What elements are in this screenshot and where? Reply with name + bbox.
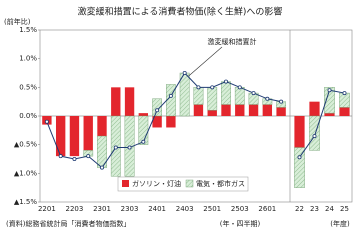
line-marker [141, 139, 146, 144]
line-marker [168, 93, 173, 98]
x-tick-label: 2401 [148, 205, 166, 213]
x-tick-label: 2303 [121, 205, 139, 213]
bar [152, 98, 162, 117]
bar [111, 87, 121, 116]
y-axis-label: (前年比) [4, 17, 31, 26]
annotation-arrow [188, 46, 223, 77]
bar [124, 87, 135, 116]
line [46, 72, 282, 169]
line [299, 89, 345, 158]
line-marker [327, 88, 332, 93]
source-note: (資料)総務省統計局「消費者物価指数」 [6, 219, 130, 228]
bar [294, 116, 305, 148]
line-marker [279, 99, 284, 104]
x-tick-label: 2601 [258, 205, 276, 213]
x-unit-label: (年度) [330, 219, 350, 228]
bar [69, 116, 80, 157]
bar [193, 87, 204, 105]
annotation: 激変緩和措置計 [208, 37, 257, 46]
x-unit-label: (年・四半期) [220, 219, 261, 228]
y-tick-label: 1.5% [19, 26, 37, 34]
bar [294, 147, 305, 188]
legend-label: ガソリン・灯油 [132, 179, 181, 188]
bar [339, 107, 350, 116]
x-tick-label: 2503 [231, 205, 249, 213]
y-tick-label: 1.0% [19, 55, 37, 63]
bar [138, 113, 149, 116]
bar [324, 87, 335, 114]
bar [309, 115, 320, 151]
x-tick-label: 23 [310, 205, 319, 213]
y-tick-label: 0.5% [19, 83, 37, 91]
bar [193, 104, 204, 116]
y-tick-label: ▲1.0% [14, 169, 38, 177]
line-marker [342, 91, 347, 96]
bar [207, 87, 218, 111]
x-tick-label: 2203 [66, 205, 84, 213]
bar [309, 101, 320, 116]
bar [152, 116, 162, 128]
x-tick-label: 2403 [176, 205, 194, 213]
line-marker [237, 85, 242, 90]
bar [234, 87, 245, 105]
bar [221, 104, 231, 116]
x-tick-label: 25 [340, 205, 349, 213]
line-marker [86, 154, 91, 159]
x-tick-label: 22 [295, 205, 304, 213]
bar [97, 116, 107, 137]
x-tick-label: 2301 [93, 205, 111, 213]
legend-swatch [122, 180, 129, 187]
x-tick-label: 2201 [38, 205, 56, 213]
line-marker [44, 119, 49, 124]
line-marker [155, 108, 160, 113]
line-marker [223, 79, 228, 84]
line-marker [127, 145, 132, 150]
bar [262, 104, 273, 116]
bar [83, 116, 93, 151]
line-marker [113, 145, 118, 150]
bar [55, 116, 66, 157]
line-marker [196, 85, 201, 90]
bar [276, 107, 286, 116]
line-marker [72, 156, 77, 161]
line-marker [297, 155, 302, 160]
bar [221, 81, 231, 105]
line-marker [251, 91, 256, 96]
bar [324, 113, 335, 116]
bar [339, 92, 350, 108]
line-marker [265, 96, 270, 101]
y-tick-label: ▲0.5% [14, 141, 38, 149]
y-tick-label: ▲1.5% [14, 198, 38, 206]
line-marker [210, 85, 215, 90]
line-marker [100, 165, 105, 170]
chart-title: 激変緩和措置による消費者物価(除く生鮮)への影響 [78, 6, 283, 18]
x-tick-label: 2501 [203, 205, 221, 213]
bar [248, 104, 259, 116]
line-marker [182, 71, 187, 76]
bar [235, 104, 245, 116]
y-tick-label: 0.0% [19, 112, 37, 120]
bar [166, 84, 176, 117]
bar [179, 72, 190, 117]
legend-box [117, 176, 249, 192]
line-marker [58, 154, 63, 159]
legend-swatch [185, 179, 194, 188]
line-marker [312, 134, 317, 139]
legend-label: 電気・都市ガス [196, 179, 245, 188]
x-tick-label: 24 [325, 205, 334, 213]
bar [166, 116, 176, 128]
bar [207, 110, 217, 116]
